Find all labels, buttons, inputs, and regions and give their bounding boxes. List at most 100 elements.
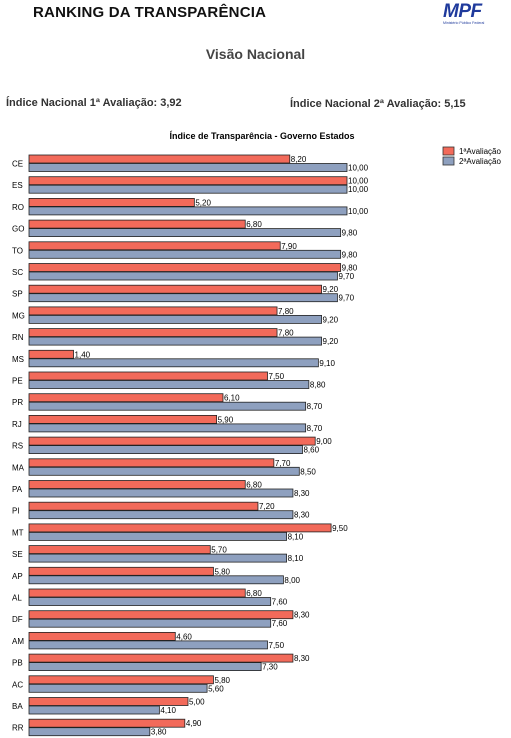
bar-first-evaluation [28, 545, 211, 555]
category-label: AM [12, 637, 24, 646]
bar-second-evaluation [28, 727, 151, 737]
value-label: 7,20 [259, 502, 275, 511]
category-label: BA [12, 702, 23, 711]
value-label: 5,80 [214, 567, 230, 576]
category-label: MT [12, 528, 24, 537]
bar-second-evaluation [28, 575, 284, 585]
category-label: DF [12, 615, 23, 624]
bar-second-evaluation [28, 531, 287, 541]
category-label: PR [12, 398, 23, 407]
value-label: 8,00 [284, 576, 300, 585]
bar-second-evaluation [28, 705, 160, 715]
category-label: PE [12, 377, 23, 386]
bar-first-evaluation [28, 697, 189, 706]
bar-first-evaluation [28, 458, 275, 468]
category-label: CE [12, 160, 23, 169]
value-label: 9,80 [342, 250, 358, 259]
bar-second-evaluation [28, 163, 348, 172]
bar-first-evaluation [28, 675, 214, 685]
bar-first-evaluation [28, 501, 259, 511]
bar-first-evaluation [28, 480, 246, 489]
bar-first-evaluation [28, 198, 195, 207]
bar-first-evaluation [28, 176, 348, 186]
bar-second-evaluation [28, 423, 307, 433]
value-label: 9,10 [319, 359, 335, 368]
bar-first-evaluation [28, 436, 316, 446]
value-label: 8,30 [294, 489, 310, 498]
value-label: 5,90 [218, 415, 234, 424]
value-label: 8,80 [310, 381, 326, 390]
value-label: 7,60 [272, 598, 288, 607]
value-label: 9,70 [338, 272, 354, 281]
page-title: RANKING DA TRANSPARÊNCIA [33, 4, 267, 21]
value-label: 10,00 [348, 185, 369, 194]
transparency-bar-chart: Índice de Transparência - Governo Estado… [12, 131, 502, 737]
bar-first-evaluation [28, 219, 246, 229]
bar-second-evaluation [28, 466, 300, 476]
value-label: 7,80 [278, 307, 294, 316]
value-label: 3,80 [151, 728, 167, 737]
value-label: 10,00 [348, 177, 369, 186]
value-label: 10,00 [348, 207, 369, 216]
category-label: PA [12, 485, 23, 494]
bar-first-evaluation [28, 349, 74, 359]
value-label: 9,20 [323, 315, 339, 324]
category-label: AC [12, 680, 23, 689]
value-label: 8,10 [288, 554, 304, 563]
value-label: 8,70 [307, 424, 323, 433]
value-label: 8,50 [300, 467, 316, 476]
value-label: 7,30 [262, 663, 278, 672]
value-label: 5,80 [214, 676, 230, 685]
category-label: SC [12, 268, 23, 277]
category-label: AP [12, 572, 23, 581]
logo-text: MPF [443, 1, 482, 22]
category-label: RO [12, 203, 24, 212]
category-label: AL [12, 594, 22, 603]
value-label: 7,50 [269, 372, 285, 381]
bar-second-evaluation [28, 228, 342, 237]
mpf-logo: MPF Ministério Público Federal [443, 2, 495, 28]
value-label: 9,80 [342, 229, 358, 238]
value-label: 6,10 [224, 394, 240, 403]
category-label: SE [12, 550, 23, 559]
bar-first-evaluation [28, 154, 291, 164]
value-label: 7,80 [278, 329, 294, 338]
bar-first-evaluation [28, 241, 281, 251]
bar-second-evaluation [28, 597, 272, 606]
category-label: SP [12, 290, 23, 299]
bar-first-evaluation [28, 328, 278, 338]
bar-second-evaluation [28, 683, 208, 693]
category-label: GO [12, 225, 24, 234]
category-label: PI [12, 507, 20, 516]
value-label: 8,70 [307, 402, 323, 411]
value-label: 5,20 [195, 198, 211, 207]
national-index-second: Índice Nacional 2ª Avaliação: 5,15 [290, 98, 466, 110]
category-label: PB [12, 659, 23, 668]
value-label: 7,60 [272, 619, 288, 628]
bar-first-evaluation [28, 371, 268, 381]
value-label: 5,00 [189, 698, 205, 707]
legend-label-first: 1ªAvaliação [459, 147, 502, 156]
legend-swatch-second [442, 156, 455, 166]
value-label: 1,40 [75, 350, 91, 359]
chart-legend: 1ªAvaliação 2ªAvaliação [442, 146, 502, 166]
value-label: 6,80 [246, 589, 262, 598]
bar-first-evaluation [28, 653, 294, 663]
bar-first-evaluation [28, 718, 186, 728]
logo-subtext: Ministério Público Federal [443, 21, 485, 25]
bar-first-evaluation [28, 631, 176, 641]
chart-title: Índice de Transparência - Governo Estado… [169, 131, 354, 141]
legend-label-second: 2ªAvaliação [459, 157, 502, 166]
bar-second-evaluation [28, 249, 342, 259]
bar-first-evaluation [28, 393, 224, 403]
national-index-first: Índice Nacional 1ª Avaliação: 3,92 [6, 97, 182, 109]
bar-second-evaluation [28, 640, 268, 650]
category-label: TO [12, 246, 23, 255]
category-label: MA [12, 463, 25, 472]
value-label: 7,50 [269, 641, 285, 650]
value-label: 7,90 [281, 242, 297, 251]
value-label: 8,20 [291, 155, 307, 164]
bar-first-evaluation [28, 523, 332, 533]
bar-second-evaluation [28, 662, 262, 671]
